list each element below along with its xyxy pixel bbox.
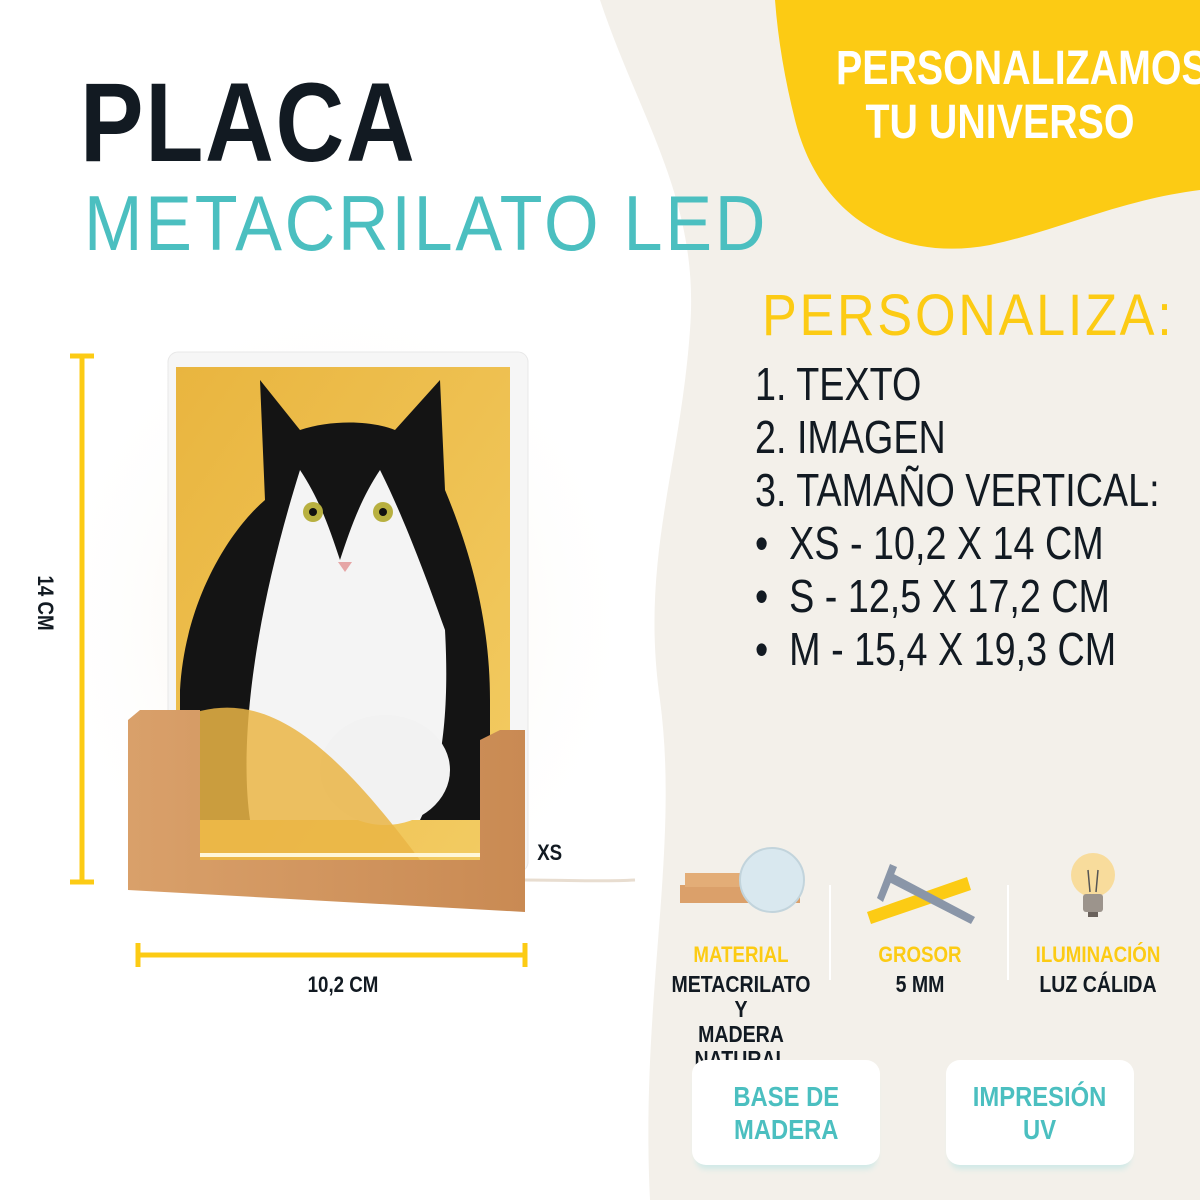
badge-line: IMPRESIÓN (973, 1080, 1107, 1112)
badge-wood-base: BASE DE MADERA (692, 1060, 880, 1165)
size-item: • S - 12,5 X 17,2 CM (755, 570, 1110, 622)
divider (829, 885, 831, 980)
height-label: 14 CM (33, 575, 58, 631)
feature-label: ILUMINACIÓN (1035, 942, 1161, 967)
size-item: • XS - 10,2 X 14 CM (755, 517, 1104, 569)
badge-line: BASE DE (733, 1080, 839, 1112)
caliper-ruler-icon (867, 864, 975, 924)
size-label: XS (537, 840, 563, 865)
customize-heading: PERSONALIZA: (762, 283, 1175, 348)
feature-value: METACRILATO Y (671, 971, 811, 1022)
width-label: 10,2 CM (307, 972, 379, 997)
list-item: 3. TAMAÑO VERTICAL: (755, 464, 1160, 516)
size-label: S - 12,5 X 17,2 CM (789, 570, 1110, 622)
page-title: PLACA (80, 60, 417, 185)
badge-uv-print: IMPRESIÓN UV (946, 1060, 1134, 1165)
slogan-line-1: PERSONALIZAMOS (836, 42, 1200, 95)
feature-label: GROSOR (878, 942, 962, 967)
feature-label: MATERIAL (693, 942, 789, 967)
size-label: XS - 10,2 X 14 CM (789, 517, 1104, 569)
list-item: 2. IMAGEN (755, 411, 946, 463)
feature-thickness: GROSOR 5 MM (844, 942, 997, 997)
slogan: PERSONALIZAMOS TU UNIVERSO (836, 42, 1200, 150)
product-image (40, 300, 640, 967)
size-item: • M - 15,4 X 19,3 CM (755, 623, 1117, 675)
size-label: M - 15,4 X 19,3 CM (789, 623, 1117, 675)
feature-lighting: ILUMINACIÓN LUZ CÁLIDA (1022, 942, 1175, 997)
wood-acrylic-icon (680, 847, 805, 913)
list-item: 1. TEXTO (755, 358, 922, 410)
page-subtitle: METACRILATO LED (84, 179, 769, 267)
feature-value: LUZ CÁLIDA (1039, 971, 1157, 997)
feature-value: 5 MM (895, 971, 945, 997)
divider (1007, 885, 1009, 980)
customize-list: 1. TEXTO 2. IMAGEN 3. TAMAÑO VERTICAL: •… (755, 358, 1160, 676)
slogan-line-2: TU UNIVERSO (865, 96, 1135, 149)
badge-line: MADERA (733, 1113, 839, 1145)
feature-material: MATERIAL METACRILATO Y MADERA NATURAL (665, 942, 818, 1072)
light-bulb-icon (1071, 853, 1115, 917)
badge-line: UV (1023, 1113, 1057, 1145)
